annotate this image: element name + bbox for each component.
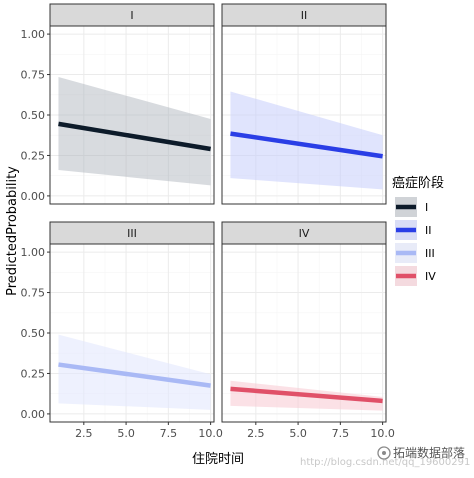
legend-key-III: III <box>395 243 435 263</box>
confidence-band <box>58 334 211 410</box>
y-tick-label: 0.75 <box>21 69 46 82</box>
panel-III: III 0.00 0.25 0.50 0.75 1.00 2.5 5.0 7.5 10.0 <box>21 221 223 440</box>
x-tick-label: 5.0 <box>289 427 307 440</box>
brand-icon <box>377 446 391 460</box>
series-line <box>230 131 383 159</box>
facet-strip-label: II <box>301 9 308 22</box>
legend-label: III <box>425 247 435 260</box>
y-axis-title: PredictedProbability <box>5 166 20 296</box>
confidence-band <box>230 91 383 190</box>
legend-title: 癌症阶段 <box>392 175 444 191</box>
y-tick-label: 0.25 <box>21 149 46 162</box>
x-tick-label: 7.5 <box>160 427 178 440</box>
panel-I: I 0.00 0.25 0.50 0.75 1.00 <box>21 3 215 205</box>
x-axis-title: 住院时间 <box>192 452 244 467</box>
facet-strip-label: III <box>127 227 137 240</box>
series-line <box>58 121 211 152</box>
series-line <box>230 386 383 404</box>
x-tick-label: 7.5 <box>332 427 350 440</box>
panel-border <box>221 243 387 423</box>
legend-key-I: I <box>395 197 428 217</box>
legend-key-II: II <box>395 220 432 240</box>
x-tick-label: 10.0 <box>198 427 223 440</box>
brand-logo: 拓端数据部落 <box>377 445 465 460</box>
y-tick-label: 0.50 <box>21 109 46 122</box>
series-line <box>58 362 211 388</box>
y-tick-label: 0.50 <box>21 327 46 340</box>
legend-label: IV <box>425 270 436 283</box>
facet-strip-label: I <box>130 9 133 22</box>
legend-label: II <box>425 224 432 237</box>
y-tick-label: 0.00 <box>21 190 46 203</box>
y-tick-label: 1.00 <box>21 246 46 259</box>
y-tick-label: 0.25 <box>21 367 46 380</box>
brand-text: 拓端数据部落 <box>393 445 465 460</box>
y-tick-label: 1.00 <box>21 28 46 41</box>
y-tick-label: 0.75 <box>21 287 46 300</box>
legend-label: I <box>425 201 428 214</box>
x-tick-label: 10.0 <box>370 427 395 440</box>
x-tick-label: 2.5 <box>247 427 265 440</box>
panel-border <box>221 25 387 205</box>
panel-IV: IV 2.5 5.0 7.5 10.0 <box>221 221 395 440</box>
panel-II: II <box>221 3 387 205</box>
brand-icon-dot <box>382 451 386 455</box>
x-tick-label: 2.5 <box>75 427 93 440</box>
panels-layer: I0.000.250.500.751.00IIIII0.000.250.500.… <box>21 3 395 440</box>
x-tick-label: 5.0 <box>117 427 135 440</box>
y-tick-label: 0.00 <box>21 408 46 421</box>
watermark-text: http://blog.csdn.net/qq_19600291 <box>300 457 470 468</box>
legend-key-IV: IV <box>395 266 436 286</box>
confidence-band <box>58 76 211 186</box>
facet-strip-label: IV <box>299 227 310 240</box>
